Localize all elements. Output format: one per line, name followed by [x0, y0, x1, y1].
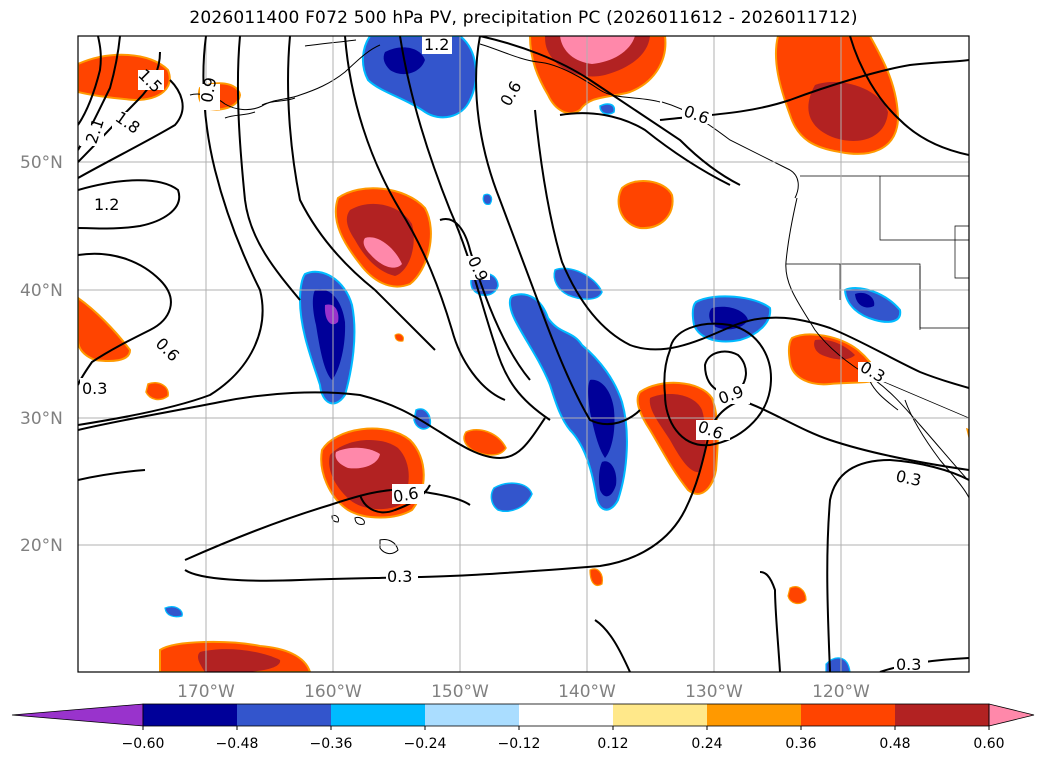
- colorbar-tick-label: 0.48: [879, 736, 910, 752]
- contour-label: 0.6: [392, 483, 420, 506]
- precip-positive-center-north: [334, 187, 432, 288]
- colorbar-tick-label: −0.60: [122, 736, 165, 752]
- colorbar-segment: [801, 704, 896, 726]
- lat-label-30n: 30°N: [20, 409, 63, 429]
- contour-label: 0.3: [387, 567, 412, 586]
- contour-label: 1.2: [424, 35, 449, 54]
- colorbar-segment: [331, 704, 426, 726]
- graticule: [78, 36, 969, 672]
- longitude-labels: 170°W 160°W 150°W 140°W 130°W 120°W: [177, 682, 870, 702]
- lat-label-20n: 20°N: [20, 536, 63, 556]
- precip-negative-central-band: [508, 293, 628, 511]
- lon-label-150w: 150°W: [431, 682, 489, 702]
- colorbar-segment: [237, 704, 332, 726]
- precip-positive-top-center: [528, 36, 667, 115]
- colorbar-segment: [519, 704, 614, 726]
- colorbar-tick-label: −0.36: [310, 736, 353, 752]
- precip-positive-west-edge: [78, 296, 132, 362]
- precip-positive-north-center: [617, 180, 674, 230]
- colorbar-tick-label: −0.24: [404, 736, 447, 752]
- contour-label: 0.3: [896, 655, 921, 674]
- colorbar-outline: [142, 703, 990, 727]
- colorbar-tick-label: 0.36: [785, 736, 816, 752]
- lon-label-130w: 130°W: [685, 682, 743, 702]
- colorbar: −0.60 −0.48 −0.36 −0.24 −0.12 0.12 0.24 0.36 0.4…: [11, 703, 1035, 752]
- lon-label-170w: 170°W: [177, 682, 235, 702]
- colorbar-ticks: −0.60 −0.48 −0.36 −0.24 −0.12 0.12 0.24 0.36 0.4…: [122, 726, 1005, 752]
- colorbar-segment: [425, 704, 520, 726]
- colorbar-segments: [11, 703, 1035, 727]
- contour-label: 1.2: [94, 195, 119, 214]
- state-borders: [786, 175, 969, 419]
- colorbar-tick-label: 0.12: [597, 736, 628, 752]
- colorbar-tick-label: 0.60: [973, 736, 1004, 752]
- precip-negative-west: [298, 270, 356, 405]
- lon-label-140w: 140°W: [558, 682, 616, 702]
- lon-label-160w: 160°W: [304, 682, 362, 702]
- colorbar-tick-label: −0.12: [498, 736, 541, 752]
- colorbar-extend-max: [988, 703, 1035, 727]
- precip-positive-bottom: [159, 640, 312, 672]
- colorbar-segment: [707, 704, 802, 726]
- lon-label-120w: 120°W: [812, 682, 870, 702]
- contour-label: 0.3: [82, 379, 107, 398]
- map-title: 2026011400 F072 500 hPa PV, precipitatio…: [189, 8, 858, 28]
- pv-contours: [78, 36, 969, 672]
- lat-label-50n: 50°N: [20, 153, 63, 173]
- colorbar-segment: [143, 704, 238, 726]
- colorbar-segment: [895, 704, 990, 726]
- lat-label-40n: 40°N: [20, 281, 63, 301]
- latitude-labels: 50°N 40°N 30°N 20°N: [20, 153, 63, 556]
- colorbar-tick-label: 0.24: [691, 736, 722, 752]
- precip-positive-top-right: [774, 36, 900, 155]
- colorbar-tick-label: −0.48: [216, 736, 259, 752]
- contour-label: 0.3: [894, 466, 923, 490]
- colorbar-extend-min: [11, 703, 144, 727]
- contour-label: 0.9: [197, 76, 220, 104]
- colorbar-segment: [613, 704, 708, 726]
- map-border: [77, 35, 970, 673]
